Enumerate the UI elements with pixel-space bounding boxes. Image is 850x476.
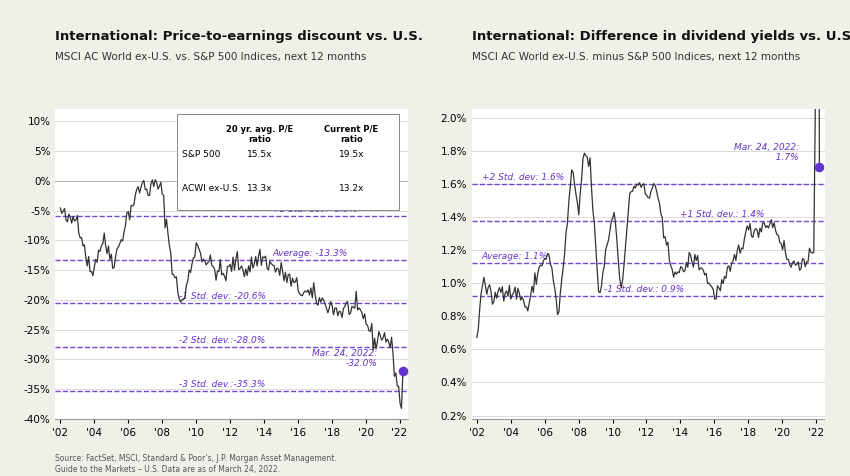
Text: International: Difference in dividend yields vs. U.S.: International: Difference in dividend yi… <box>472 30 850 43</box>
Text: S&P 500: S&P 500 <box>182 150 221 159</box>
Text: 19.5x: 19.5x <box>339 150 365 159</box>
Point <box>813 164 826 171</box>
Text: +2 Std. dev: 1.6%: +2 Std. dev: 1.6% <box>482 173 564 182</box>
Text: 20 yr. avg. P/E
ratio: 20 yr. avg. P/E ratio <box>226 125 293 144</box>
Text: MSCI AC World ex-U.S. vs. S&P 500 Indices, next 12 months: MSCI AC World ex-U.S. vs. S&P 500 Indice… <box>55 52 366 62</box>
Text: -2 Std. dev.:-28.0%: -2 Std. dev.:-28.0% <box>179 336 265 345</box>
Text: -1 Std. dev.: 0.9%: -1 Std. dev.: 0.9% <box>604 285 684 294</box>
Text: 13.3x: 13.3x <box>247 184 273 193</box>
Text: -1 Std. dev: -20.6%: -1 Std. dev: -20.6% <box>179 292 266 301</box>
Text: 13.2x: 13.2x <box>339 184 365 193</box>
Text: Current P/E
ratio: Current P/E ratio <box>325 125 378 144</box>
Text: Average: 1.1%: Average: 1.1% <box>482 251 548 260</box>
Text: -3 Std. dev.:-35.3%: -3 Std. dev.:-35.3% <box>179 379 265 388</box>
Text: 15.5x: 15.5x <box>247 150 273 159</box>
Text: Average: -13.3%: Average: -13.3% <box>272 248 348 258</box>
FancyBboxPatch shape <box>177 114 400 210</box>
Text: International: Price-to-earnings discount vs. U.S.: International: Price-to-earnings discoun… <box>55 30 423 43</box>
Text: ACWI ex-U.S.: ACWI ex-U.S. <box>182 184 241 193</box>
Text: Mar. 24, 2022:
-32.0%: Mar. 24, 2022: -32.0% <box>312 349 377 368</box>
Text: Source: FactSet, MSCI, Standard & Poor’s, J.P. Morgan Asset Management.
Guide to: Source: FactSet, MSCI, Standard & Poor’s… <box>55 454 337 474</box>
Text: Mar. 24, 2022:
  1.7%: Mar. 24, 2022: 1.7% <box>734 143 799 162</box>
Text: +1 Std. dev.: 1.4%: +1 Std. dev.: 1.4% <box>680 210 765 219</box>
Point <box>396 367 410 375</box>
Text: +1 Std. dev: -5.9%: +1 Std. dev: -5.9% <box>272 205 358 214</box>
Text: MSCI AC World ex-U.S. minus S&P 500 Indices, next 12 months: MSCI AC World ex-U.S. minus S&P 500 Indi… <box>472 52 800 62</box>
